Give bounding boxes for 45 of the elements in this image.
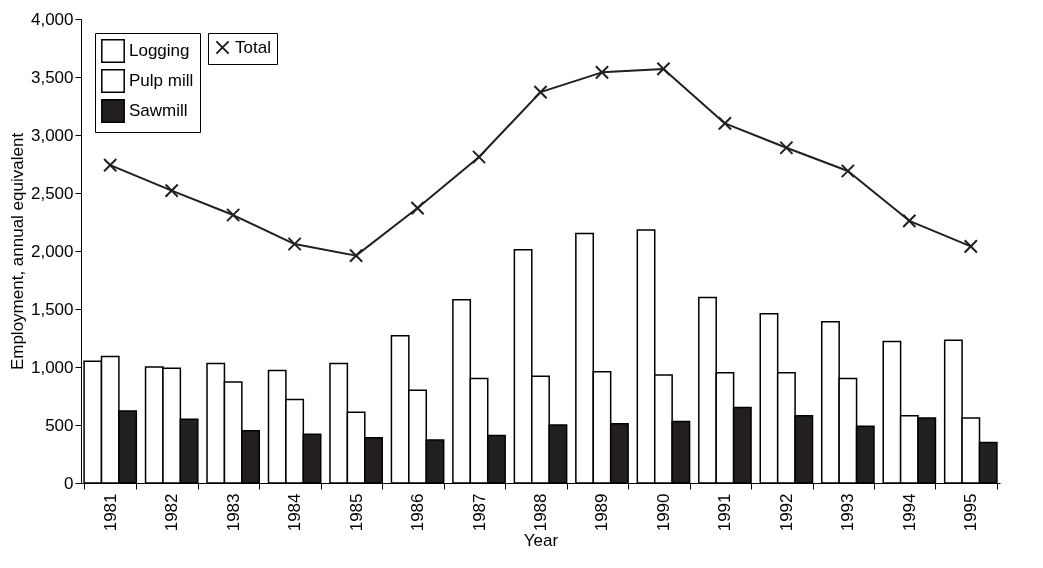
x-axis-title: Year [523,531,559,551]
y-tick-label: 1,500 [30,299,74,319]
x-tick-label: 1981 [100,493,120,532]
point [410,200,425,216]
point [656,61,671,76]
y-tick-label: 3,000 [30,125,74,145]
y-tick-label: 0 [64,473,74,493]
point [103,158,118,173]
legend-label: Sawmill [129,101,188,120]
legend-label: Logging [129,41,190,60]
x-tick-label: 1993 [838,493,858,532]
x-tick-label: 1994 [899,493,919,532]
point [348,248,364,263]
y-tick-label: 2,000 [30,241,74,261]
point [779,140,794,155]
x-tick-label: 1986 [408,493,428,532]
point [902,213,917,228]
x-tick-label: 1988 [531,493,550,532]
x-tick-label: 1983 [223,493,243,532]
y-tick-label: 4,000 [30,9,74,29]
point [717,116,733,131]
legend-label: Pulp mill [129,71,194,90]
point [963,239,978,254]
x-tick-label: 1989 [592,493,612,532]
point [226,207,241,223]
point [287,236,302,252]
x-tick-label: 1995 [961,493,981,532]
y-tick-label: 2,500 [30,183,74,203]
x-tick-label: 1985 [346,493,366,532]
y-tick-label: 3,500 [30,67,74,87]
point [471,149,487,165]
y-tick-label: 500 [45,415,74,435]
point [533,84,548,100]
y-tick-label: 1,000 [30,357,74,377]
point [840,163,855,179]
y-axis-title: Employment, annual equivalent [7,132,27,371]
point [594,65,610,80]
x-tick-label: 1987 [469,493,489,532]
legend-label: Total [235,37,271,57]
x-tick-label: 1992 [776,493,796,532]
point [164,183,179,198]
x-tick-label: 1982 [162,493,182,532]
x-tick-label: 1984 [285,493,305,532]
x-tick-label: 1991 [715,493,735,532]
x-tick-label: 1990 [653,493,673,532]
